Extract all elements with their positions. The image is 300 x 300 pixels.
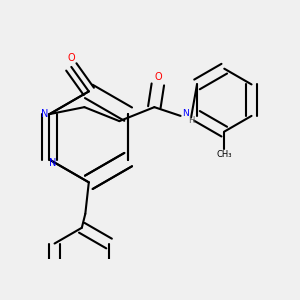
Text: N: N — [182, 109, 189, 118]
Text: CH₃: CH₃ — [217, 150, 232, 159]
Text: N: N — [49, 158, 57, 168]
Text: H: H — [189, 116, 195, 124]
Text: O: O — [68, 53, 75, 63]
Text: O: O — [154, 72, 162, 82]
Text: N: N — [40, 109, 48, 119]
